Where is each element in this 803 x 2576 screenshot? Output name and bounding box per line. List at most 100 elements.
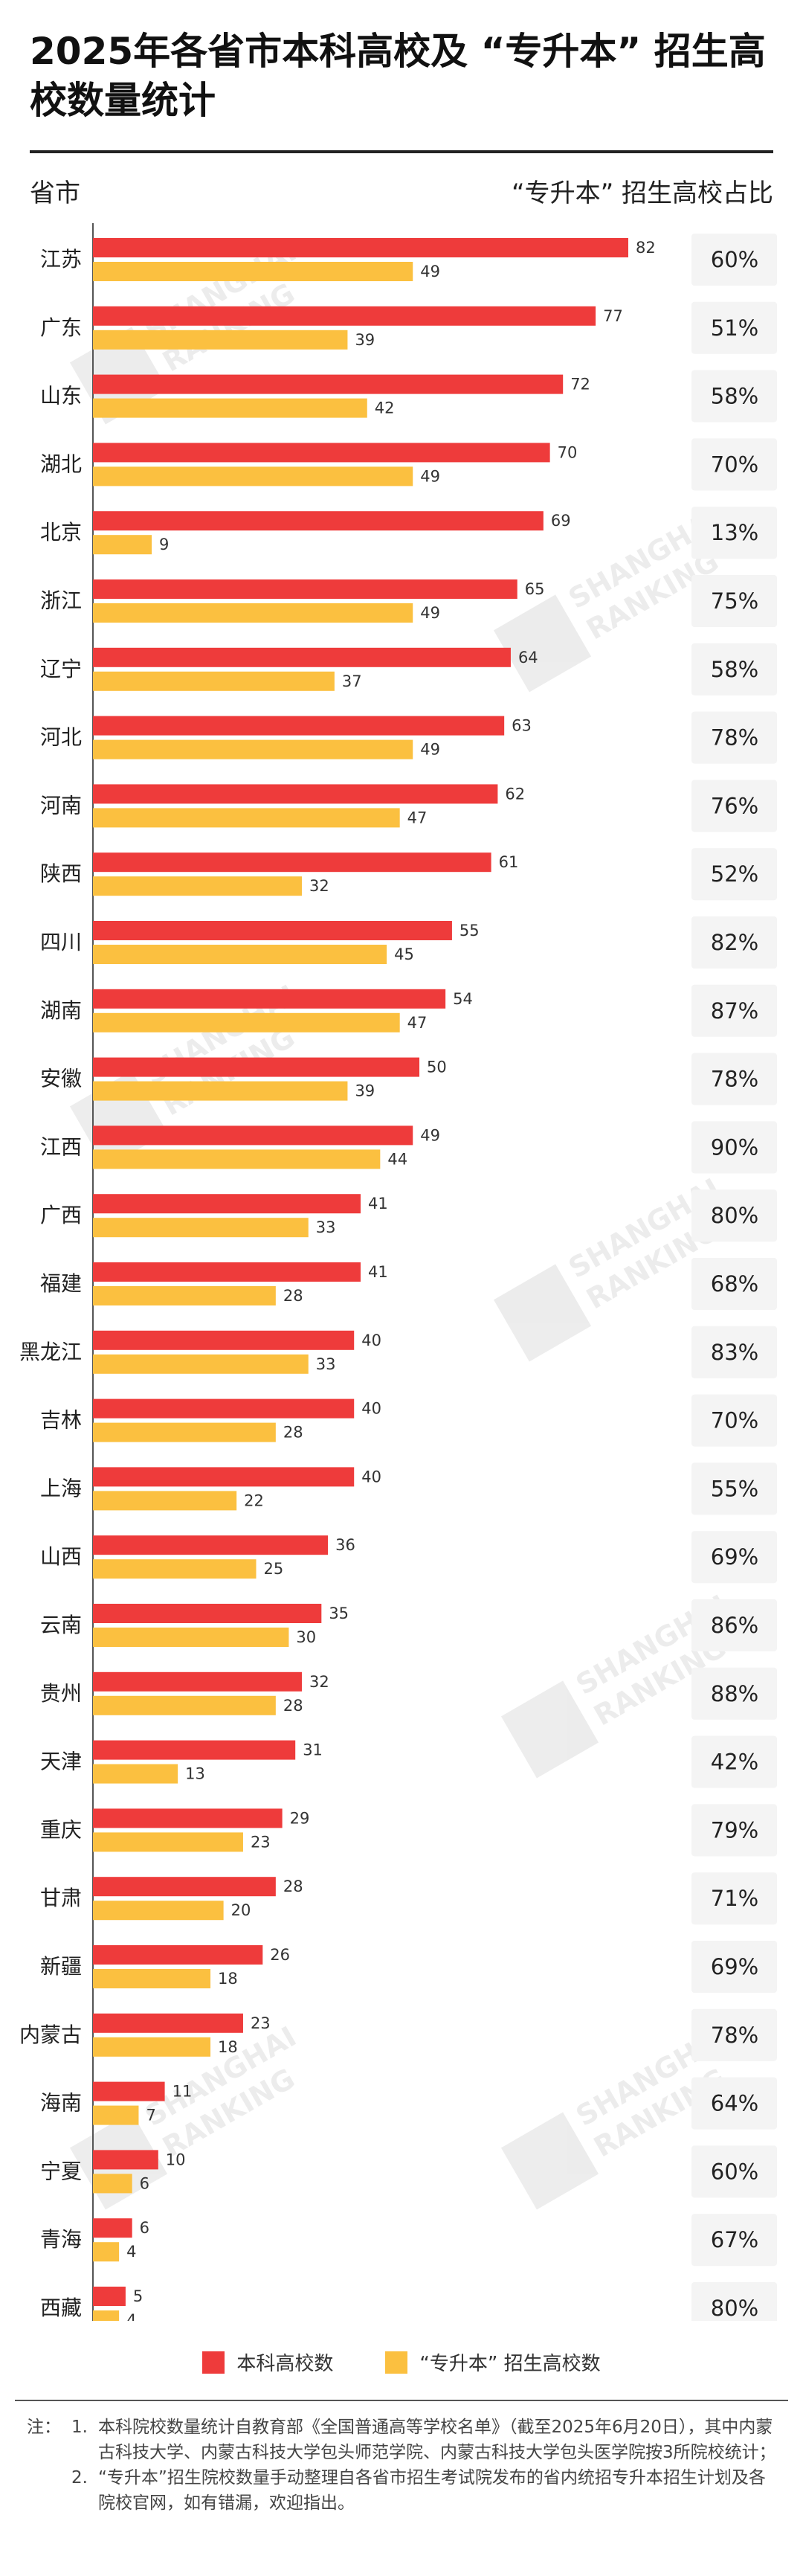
value-label-undergrad: 49	[420, 1126, 440, 1144]
value-label-zsb: 39	[355, 1082, 375, 1100]
footnote: 2. “专升本”招生院校数量手动整理自各省市招生考试院发布的省内统招专升本招生计…	[27, 2465, 778, 2516]
bar-zsb	[93, 603, 413, 623]
ratio-cell	[691, 916, 777, 969]
bar-undergrad	[93, 1877, 276, 1897]
ratio-cell	[691, 575, 777, 627]
value-label-zsb: 49	[420, 604, 440, 622]
value-label-undergrad: 55	[459, 922, 480, 939]
category-label: 辽宁	[40, 657, 82, 681]
value-label-undergrad: 31	[303, 1741, 323, 1759]
bar-undergrad	[93, 1125, 413, 1146]
value-label-zsb: 37	[342, 672, 362, 690]
category-label: 广西	[40, 1203, 82, 1227]
value-label-undergrad: 54	[453, 990, 473, 1008]
value-label-undergrad: 10	[166, 2151, 186, 2168]
ratio-cell	[691, 438, 777, 491]
value-label-zsb: 33	[316, 1218, 336, 1236]
legend-item-undergrad: 本科高校数	[202, 2348, 333, 2376]
bar-zsb	[93, 398, 367, 418]
value-label-undergrad: 35	[329, 1605, 349, 1622]
ratio-cell	[691, 1462, 777, 1515]
category-label: 山西	[40, 1544, 82, 1569]
ratio-label: 90%	[711, 1134, 758, 1160]
ratio-cell	[691, 1667, 777, 1720]
bar-zsb	[93, 1764, 178, 1784]
bar-undergrad	[93, 989, 446, 1009]
ratio-cell	[691, 2282, 777, 2321]
ratio-cell	[691, 1872, 777, 1925]
value-label-zsb: 49	[420, 467, 440, 485]
legend-swatch-undergrad	[202, 2351, 225, 2374]
category-label: 北京	[40, 520, 82, 545]
ratio-label: 60%	[711, 2159, 758, 2184]
legend-label-zsb: “专升本” 招生高校数	[419, 2353, 601, 2375]
footnote-number: 2.	[71, 2468, 88, 2487]
value-label-zsb: 47	[407, 1014, 428, 1032]
ratio-cell	[691, 711, 777, 764]
ratio-cell	[691, 234, 777, 286]
category-label: 广东	[40, 315, 82, 340]
bar-zsb	[93, 2037, 211, 2057]
chart-legend: 本科高校数 “专升本” 招生高校数	[0, 2348, 803, 2376]
value-label-zsb: 49	[420, 741, 440, 759]
category-label: 河南	[40, 793, 82, 818]
ratio-label: 82%	[711, 930, 758, 955]
bar-undergrad	[93, 2081, 165, 2101]
value-label-zsb: 32	[309, 877, 329, 895]
bar-zsb	[93, 2310, 120, 2321]
ratio-label: 78%	[711, 2023, 758, 2048]
bar-zsb	[93, 1012, 400, 1032]
ratio-cell	[691, 1531, 777, 1584]
bar-undergrad	[93, 921, 452, 940]
category-label: 湖北	[40, 452, 82, 476]
ratio-label: 79%	[711, 1817, 758, 1843]
ratio-label: 64%	[711, 2091, 758, 2116]
bar-zsb	[93, 1832, 243, 1852]
province-column-header: 省市	[30, 179, 80, 208]
ratio-cell	[691, 2145, 777, 2198]
ratio-label: 78%	[711, 1067, 758, 1092]
value-label-undergrad: 61	[499, 853, 519, 871]
ratio-label: 83%	[711, 1340, 758, 1365]
ratio-label: 78%	[711, 725, 758, 751]
bar-zsb	[93, 1422, 276, 1442]
value-label-undergrad: 77	[603, 307, 623, 325]
value-label-undergrad: 11	[172, 2083, 193, 2101]
category-label: 陕西	[40, 861, 82, 886]
page-title: 2025年各省市本科高校及 “专升本” 招生高校数量统计	[30, 30, 766, 122]
bar-zsb	[93, 671, 335, 691]
bar-undergrad	[93, 852, 491, 873]
category-label: 四川	[40, 930, 82, 954]
value-label-undergrad: 40	[361, 1400, 381, 1418]
ratio-label: 58%	[711, 384, 758, 409]
value-label-undergrad: 6	[140, 2219, 149, 2237]
value-label-zsb: 18	[218, 1970, 238, 1988]
ratio-label: 75%	[711, 588, 758, 614]
value-label-zsb: 28	[283, 1424, 303, 1442]
category-label: 贵州	[40, 1681, 82, 1706]
value-label-undergrad: 40	[361, 1468, 381, 1485]
category-label: 内蒙古	[19, 2023, 82, 2047]
value-label-zsb: 7	[146, 2107, 155, 2124]
bar-zsb	[93, 1149, 381, 1169]
category-label: 河北	[40, 725, 82, 750]
category-label: 海南	[40, 2091, 82, 2116]
bar-zsb	[93, 1081, 348, 1101]
ratio-label: 55%	[711, 1476, 758, 1501]
value-label-zsb: 28	[283, 1697, 303, 1715]
ratio-cell	[691, 2077, 777, 2130]
category-label: 宁夏	[40, 2159, 82, 2183]
ratio-cell	[691, 780, 777, 832]
ratio-label: 58%	[711, 657, 758, 682]
value-label-zsb: 30	[296, 1628, 316, 1646]
ratio-cell	[691, 1394, 777, 1447]
ratio-label: 71%	[711, 1886, 758, 1911]
bar-zsb	[93, 1286, 276, 1305]
ratio-label: 13%	[711, 520, 758, 545]
value-label-undergrad: 41	[368, 1263, 388, 1281]
bar-undergrad	[93, 306, 596, 326]
ratio-label: 69%	[711, 1954, 758, 1979]
footnote-text: 本科院校数量统计自教育部《全国普通高等学校名单》（截至2025年6月20日），其…	[98, 2418, 776, 2462]
value-label-undergrad: 5	[133, 2287, 143, 2305]
value-label-zsb: 22	[244, 1491, 264, 1509]
